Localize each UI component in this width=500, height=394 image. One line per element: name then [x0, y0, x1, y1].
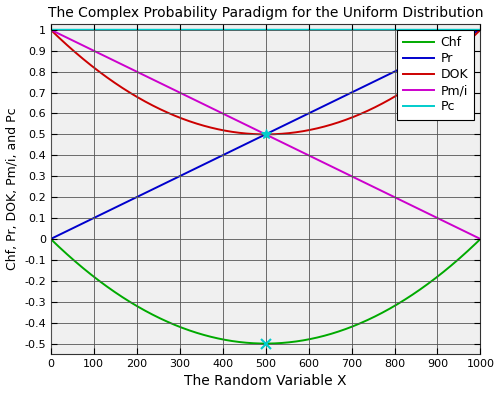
Pc — [256, 28, 262, 32]
Pr — [48, 237, 54, 242]
Legend: Chf, Pr, DOK, Pm/i, Pc: Chf, Pr, DOK, Pm/i, Pc — [396, 30, 474, 120]
DOK — [478, 28, 484, 32]
Pm/i — [386, 192, 392, 197]
Chf — [256, 341, 262, 346]
Y-axis label: Chf, Pr, DOK, Pm/i, and Pc: Chf, Pr, DOK, Pm/i, and Pc — [6, 108, 18, 270]
Chf — [70, 257, 75, 262]
Chf — [478, 237, 484, 242]
DOK — [465, 39, 471, 44]
Line: Chf: Chf — [50, 239, 480, 344]
Chf — [262, 341, 268, 346]
Pc — [48, 28, 54, 32]
Pr — [465, 33, 471, 38]
Pc — [386, 28, 392, 32]
Pc — [465, 28, 471, 32]
Pm/i — [465, 230, 471, 235]
Pr — [465, 33, 471, 38]
Pr — [246, 140, 252, 145]
Line: DOK: DOK — [50, 30, 480, 134]
Pm/i — [465, 230, 471, 235]
Pr — [256, 135, 262, 139]
Pr — [70, 226, 75, 230]
Pm/i — [48, 28, 54, 32]
Chf — [465, 248, 471, 253]
DOK — [48, 28, 54, 32]
DOK — [386, 97, 392, 102]
DOK — [246, 131, 252, 136]
Chf — [465, 248, 471, 253]
Chf — [48, 237, 54, 242]
Pc — [70, 28, 75, 32]
DOK — [256, 132, 262, 137]
Pc — [246, 28, 252, 32]
Pr — [386, 72, 392, 76]
Pm/i — [256, 129, 262, 134]
Chf — [246, 340, 252, 345]
Chf — [386, 307, 392, 311]
Pm/i — [478, 237, 484, 242]
Pm/i — [70, 38, 75, 43]
DOK — [465, 39, 471, 44]
Line: Pm/i: Pm/i — [50, 30, 480, 239]
Pc — [478, 28, 484, 32]
Pr — [478, 28, 484, 32]
Pm/i — [246, 124, 252, 128]
DOK — [70, 48, 75, 52]
Line: Pr: Pr — [50, 30, 480, 239]
X-axis label: The Random Variable X: The Random Variable X — [184, 374, 347, 388]
DOK — [262, 132, 268, 137]
Pc — [465, 28, 471, 32]
Title: The Complex Probability Paradigm for the Uniform Distribution: The Complex Probability Paradigm for the… — [48, 6, 484, 20]
